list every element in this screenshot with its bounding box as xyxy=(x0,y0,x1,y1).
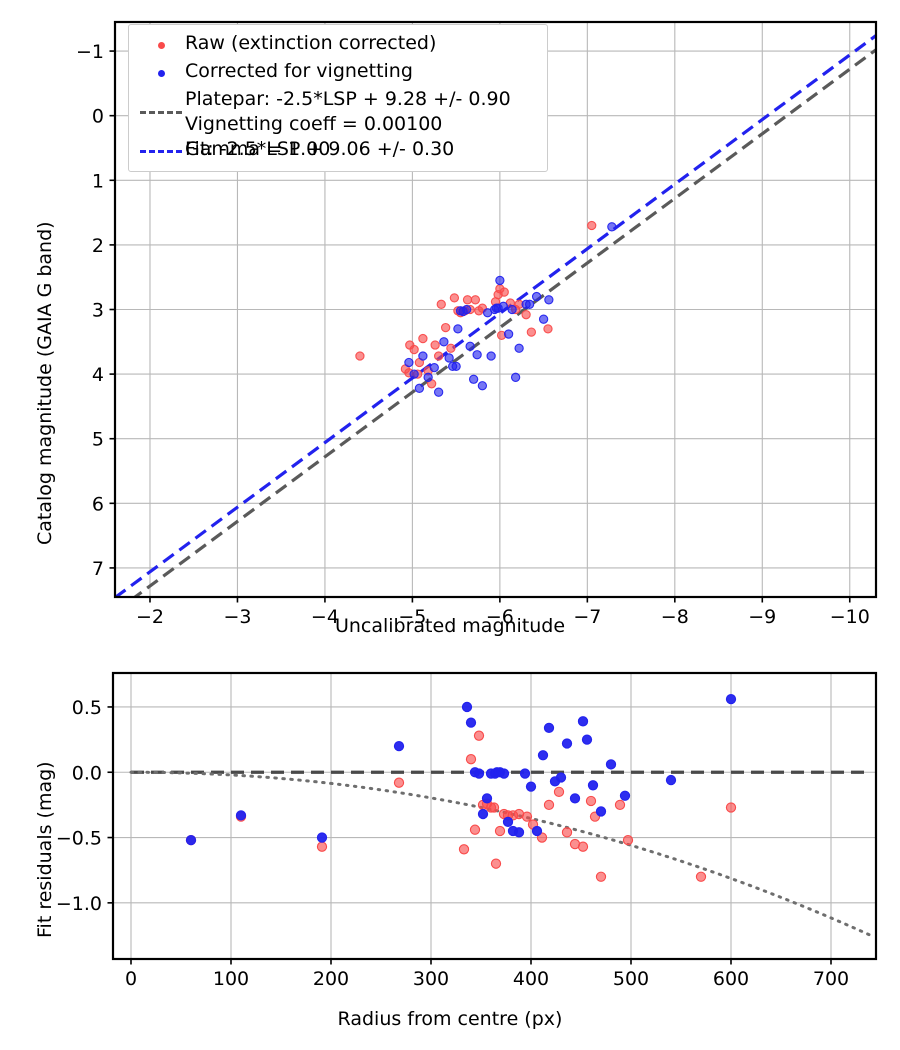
bottom-plot-ylabel: Fit residuals (mag) xyxy=(34,761,56,938)
bottom-plot-xlabel: Radius from centre (px) xyxy=(337,1008,563,1030)
svg-text:0: 0 xyxy=(92,106,104,128)
svg-text:0.5: 0.5 xyxy=(72,697,102,719)
legend-label-corrected: Corrected for vignetting xyxy=(185,60,413,82)
svg-text:−4: −4 xyxy=(311,606,339,628)
platepar-line xyxy=(132,48,876,597)
svg-text:1: 1 xyxy=(92,170,104,192)
svg-text:−8: −8 xyxy=(661,606,689,628)
legend-dash-gray-icon xyxy=(137,87,185,137)
top-plot-ylabel: Catalog magnitude (GAIA G band) xyxy=(34,221,56,545)
legend-item-corrected: Corrected for vignetting xyxy=(137,59,539,87)
svg-text:500: 500 xyxy=(613,968,649,990)
svg-text:300: 300 xyxy=(413,968,449,990)
svg-text:7: 7 xyxy=(92,558,104,580)
svg-text:−2: −2 xyxy=(136,606,164,628)
bottom-data-layer xyxy=(129,693,873,937)
fit-line xyxy=(115,34,876,597)
corrected-points xyxy=(404,222,617,397)
legend-marker-raw-icon xyxy=(137,31,185,59)
svg-text:−7: −7 xyxy=(573,606,601,628)
svg-text:0: 0 xyxy=(125,968,137,990)
corrected-residual-points xyxy=(185,693,737,846)
top-plot-xlabel: Uncalibrated magnitude xyxy=(334,615,566,637)
svg-text:5: 5 xyxy=(92,429,104,451)
svg-text:2: 2 xyxy=(92,235,104,257)
svg-text:700: 700 xyxy=(813,968,849,990)
svg-text:−6: −6 xyxy=(486,606,514,628)
svg-text:−1.0: −1.0 xyxy=(56,893,102,915)
svg-text:−9: −9 xyxy=(748,606,776,628)
svg-text:3: 3 xyxy=(92,300,104,322)
bottom-axes-frame xyxy=(111,671,878,961)
fit-residuals-plot: 0 100 200 300 400 500 600 700 0.5 0.0 −0.5 −1.0 xyxy=(56,671,878,990)
svg-text:−1: −1 xyxy=(76,41,104,63)
legend-marker-corrected-icon xyxy=(137,59,185,87)
svg-text:600: 600 xyxy=(713,968,749,990)
svg-text:−10: −10 xyxy=(830,606,870,628)
svg-text:4: 4 xyxy=(92,364,104,386)
legend-item-platepar: Platepar: -2.5*LSP + 9.28 +/- 0.90 Vigne… xyxy=(137,87,539,160)
legend-item-fit: Fit: -2.5*LSP + 9.06 +/- 0.30 xyxy=(137,137,539,165)
legend-item-raw: Raw (extinction corrected) xyxy=(137,31,539,59)
svg-text:−5: −5 xyxy=(398,606,426,628)
svg-text:−3: −3 xyxy=(223,606,251,628)
legend-dash-blue-icon xyxy=(137,137,185,165)
legend: Raw (extinction corrected) Corrected for… xyxy=(128,24,548,172)
svg-text:6: 6 xyxy=(92,493,104,515)
bottom-ticks: 0 100 200 300 400 500 600 700 0.5 0.0 −0.5 −1.0 xyxy=(56,697,849,990)
legend-label-platepar: Platepar: -2.5*LSP + 9.28 +/- 0.90 Vigne… xyxy=(185,88,511,160)
svg-text:0.0: 0.0 xyxy=(72,762,102,784)
legend-label-raw: Raw (extinction corrected) xyxy=(185,32,437,54)
svg-text:400: 400 xyxy=(513,968,549,990)
legend-label-fit: Fit: -2.5*LSP + 9.06 +/- 0.30 xyxy=(185,138,455,160)
svg-text:−0.5: −0.5 xyxy=(56,828,102,850)
svg-text:200: 200 xyxy=(313,968,349,990)
top-data-layer xyxy=(115,34,876,597)
svg-text:100: 100 xyxy=(213,968,249,990)
